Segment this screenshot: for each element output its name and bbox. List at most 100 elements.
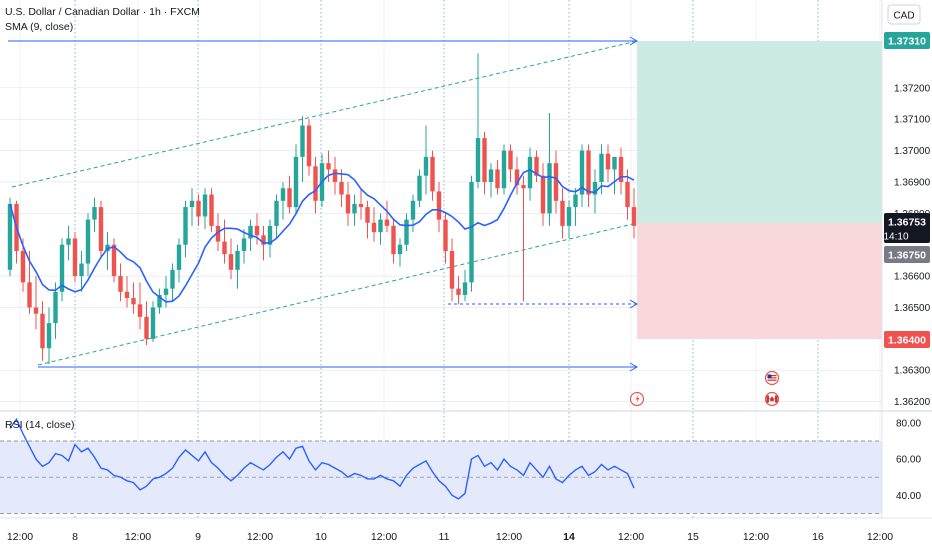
- sma-indicator-label[interactable]: SMA (9, close): [5, 21, 73, 33]
- stop-price-badge[interactable]: 1.36400: [884, 331, 930, 348]
- candle: [358, 188, 364, 220]
- price-tick-label: 1.36600: [894, 272, 931, 283]
- candle-body: [345, 194, 351, 214]
- candle-body: [443, 219, 448, 251]
- support-line-arrow: [629, 299, 639, 309]
- candle: [72, 232, 78, 283]
- candle: [586, 144, 591, 208]
- candle-body: [124, 291, 130, 299]
- time-axis-ticks[interactable]: 12:00 8 12:00 9 12:00 10 12:00 11 12:00 14 12:00 15…: [7, 531, 893, 543]
- candle: [475, 53, 481, 189]
- candle: [423, 125, 429, 195]
- candle-body: [163, 288, 169, 295]
- candle-body: [618, 156, 624, 182]
- candle-body: [170, 269, 175, 289]
- last-price-badge[interactable]: 1.36753 14:10: [883, 213, 930, 243]
- candle: [267, 219, 273, 258]
- target-price-text: 1.37310: [888, 36, 926, 48]
- candle-body: [540, 175, 546, 214]
- time-tick-label: 11: [439, 531, 450, 543]
- currency-button[interactable]: CAD: [887, 4, 921, 25]
- price-tick-label: 1.36500: [894, 303, 931, 314]
- candle: [605, 144, 611, 182]
- candle: [501, 144, 507, 195]
- candle-body: [417, 175, 422, 201]
- candle: [144, 301, 149, 346]
- stop-price-text: 1.36400: [888, 335, 926, 347]
- time-tick-label: 12:00: [125, 531, 151, 543]
- lightning-event-icon[interactable]: [629, 391, 645, 407]
- candle-body: [72, 238, 78, 277]
- candle: [352, 194, 357, 226]
- candle: [579, 144, 585, 208]
- rsi-line: [9, 417, 635, 500]
- drawings[interactable]: [8, 36, 639, 372]
- rsi-levels: [0, 440, 882, 514]
- candle-body: [59, 244, 65, 292]
- mid-price-badge[interactable]: 1.36750: [884, 246, 930, 263]
- candle: [436, 181, 442, 233]
- candle: [98, 200, 104, 258]
- candle-body: [482, 138, 487, 182]
- candle-body: [449, 250, 455, 289]
- stop-zone[interactable]: [637, 223, 882, 339]
- candle-body: [222, 241, 227, 255]
- candle: [66, 225, 71, 261]
- candle: [612, 156, 617, 195]
- candle: [137, 282, 143, 330]
- candle-body: [209, 194, 214, 226]
- candle-body: [53, 291, 58, 324]
- rsi-axis-ticks[interactable]: 80.00 60.00 40.00: [896, 418, 921, 501]
- price-tick-label: 1.36200: [894, 397, 931, 408]
- candle-body: [241, 238, 247, 251]
- canada-flag-event-icon[interactable]: [764, 391, 780, 407]
- candle-body: [521, 185, 526, 189]
- candle: [170, 263, 175, 302]
- candle-body: [183, 207, 188, 245]
- candle-body: [92, 207, 97, 220]
- candle: [534, 150, 539, 182]
- candle: [540, 163, 546, 226]
- candle: [53, 282, 58, 339]
- candle: [59, 238, 65, 302]
- candle: [488, 163, 494, 198]
- candle-body: [33, 307, 39, 314]
- candle: [625, 169, 630, 220]
- candle: [209, 188, 214, 233]
- target-zone[interactable]: [637, 41, 882, 223]
- target-price-badge[interactable]: 1.37310: [884, 32, 930, 49]
- candle-body: [436, 191, 442, 220]
- candle-body: [131, 298, 136, 305]
- channel-upper-line[interactable]: [11, 40, 638, 188]
- candle-body: [475, 138, 481, 182]
- candle-body: [462, 282, 468, 295]
- channel-lower-line[interactable]: [37, 222, 638, 366]
- rsi-indicator-label[interactable]: RSI (14, close): [5, 419, 74, 431]
- candle: [118, 263, 123, 302]
- candle: [79, 250, 84, 292]
- time-tick-label: 12:00: [247, 531, 273, 543]
- candle: [521, 175, 526, 302]
- candle-body: [111, 244, 117, 277]
- candle: [365, 200, 370, 239]
- candle-body: [488, 169, 494, 182]
- candle: [150, 301, 156, 342]
- candle: [287, 175, 292, 214]
- us-flag-event-icon[interactable]: [764, 370, 780, 386]
- candle-body: [326, 163, 331, 170]
- candle: [495, 160, 500, 195]
- candle-body: [358, 203, 364, 208]
- candles: [7, 53, 637, 364]
- candle: [547, 112, 552, 226]
- candle-body: [254, 225, 260, 236]
- currency-label: CAD: [893, 11, 914, 22]
- candle: [306, 119, 312, 176]
- candle: [92, 197, 97, 233]
- candle-body: [371, 222, 377, 233]
- price-axis-ticks[interactable]: 1.372001.371001.370001.369001.368001.366…: [894, 83, 931, 408]
- candle: [417, 169, 422, 208]
- symbol-title[interactable]: U.S. Dollar / Canadian Dollar · 1h · FXC…: [5, 6, 200, 18]
- candle: [222, 219, 227, 264]
